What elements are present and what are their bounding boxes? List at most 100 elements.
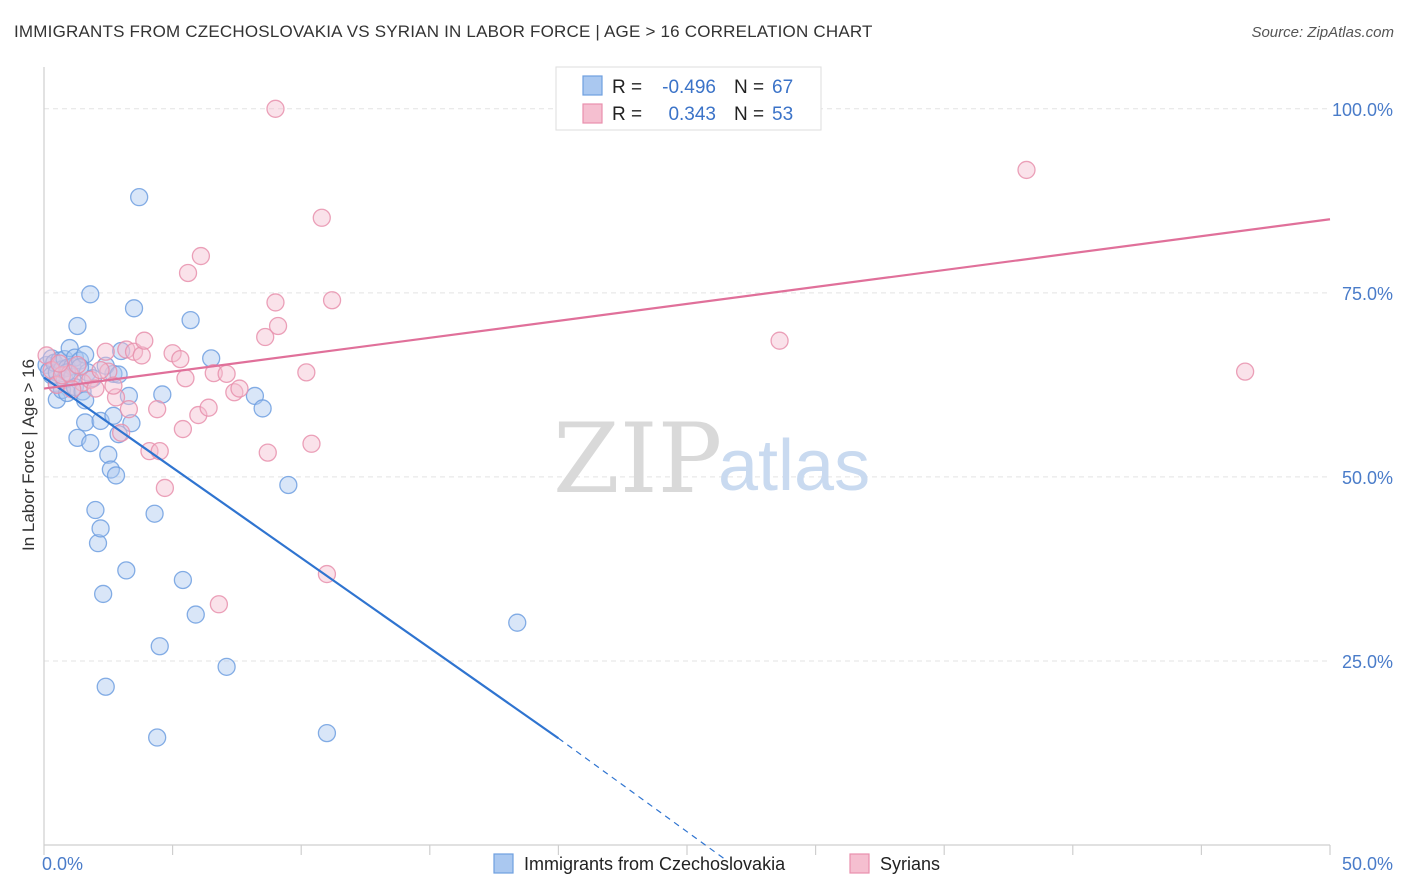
x-tick-label-min: 0.0%	[42, 854, 83, 874]
y-tick-label-1: 50.0%	[1342, 468, 1393, 488]
point-0-36	[99, 445, 118, 464]
x-tick-label-max: 50.0%	[1342, 854, 1393, 874]
watermark-atlas: atlas	[718, 426, 870, 506]
point-1-41	[302, 434, 321, 453]
point-1-48	[1235, 362, 1255, 381]
point-1-5	[68, 355, 87, 375]
stats-legend: R = -0.496 N = 67 R = 0.343 N = 53	[555, 66, 822, 131]
point-1-24	[173, 419, 193, 439]
point-0-56	[217, 657, 236, 676]
point-0-31	[88, 534, 108, 553]
point-0-50	[150, 637, 169, 656]
bottom-legend-swatch-czechoslovakia	[493, 853, 514, 874]
point-1-3	[52, 366, 72, 385]
point-0-20	[68, 316, 87, 336]
point-0-7	[47, 390, 67, 409]
point-0-40	[106, 466, 126, 485]
point-1-11	[106, 388, 126, 407]
point-1-30	[204, 363, 223, 383]
trend-line-syrians	[43, 218, 1331, 390]
point-1-16	[132, 346, 151, 365]
legend-swatch-czechoslovakia	[582, 75, 603, 96]
point-1-46	[770, 331, 789, 350]
point-1-21	[155, 478, 175, 498]
point-0-61	[508, 613, 527, 632]
point-1-14	[119, 400, 139, 419]
series-legend: Immigrants from Czechoslovakia Syrians	[493, 853, 940, 874]
data-points	[37, 98, 1255, 747]
bottom-legend-swatch-syrians	[849, 853, 870, 874]
y-tick-label-2: 75.0%	[1342, 284, 1393, 304]
legend-n-value-2: 53	[772, 104, 793, 125]
y-tick-label-3: 100.0%	[1332, 100, 1393, 120]
point-1-35	[256, 327, 275, 347]
point-0-60	[317, 723, 337, 743]
point-0-37	[101, 460, 121, 479]
point-1-9	[96, 342, 115, 361]
legend-r-label-2: R =	[612, 104, 642, 125]
point-1-20	[150, 441, 169, 461]
point-1-42	[312, 208, 331, 227]
point-1-8	[86, 379, 105, 398]
axes	[43, 67, 1331, 855]
legend-swatch-syrians	[582, 103, 603, 124]
legend-r-value-2: 0.343	[668, 104, 716, 125]
source-label: Source: ZipAtlas.com	[1251, 24, 1394, 41]
chart-title: IMMIGRANTS FROM CZECHOSLOVAKIA VS SYRIAN…	[14, 22, 873, 41]
point-0-49	[148, 728, 167, 747]
watermark-zip: ZIP	[553, 403, 722, 515]
point-0-33	[91, 519, 110, 538]
point-1-47	[1017, 160, 1036, 180]
point-1-29	[199, 398, 218, 417]
point-0-35	[96, 677, 115, 696]
point-1-40	[297, 363, 316, 382]
point-0-28	[81, 433, 100, 453]
point-1-51	[50, 354, 69, 373]
trend-line-czechoslovakia-extension	[558, 737, 726, 861]
point-1-25	[176, 369, 195, 388]
legend-n-label-1: N =	[734, 77, 764, 98]
trend-lines	[43, 218, 1331, 861]
point-0-52	[173, 570, 193, 590]
y-axis-label: In Labor Force | Age > 16	[19, 359, 38, 551]
point-1-39	[266, 99, 285, 118]
point-1-31	[209, 595, 229, 614]
point-0-53	[181, 310, 200, 330]
point-1-28	[191, 246, 211, 266]
y-tick-label-0: 25.0%	[1342, 652, 1393, 672]
point-0-65	[70, 358, 90, 377]
point-1-27	[189, 405, 208, 425]
point-0-59	[279, 475, 298, 495]
legend-n-value-1: 67	[772, 77, 793, 98]
point-1-26	[178, 263, 198, 283]
legend-r-value-1: -0.496	[662, 77, 716, 98]
point-1-32	[217, 364, 236, 383]
point-1-49	[91, 361, 110, 380]
point-0-34	[94, 584, 113, 604]
point-0-15	[60, 338, 79, 358]
point-1-23	[171, 349, 190, 369]
point-1-34	[230, 379, 249, 398]
trend-line-czechoslovakia	[43, 376, 560, 740]
point-0-43	[117, 561, 136, 580]
y-tick-labels: 25.0% 50.0% 75.0% 100.0%	[1332, 100, 1393, 672]
point-1-37	[266, 293, 285, 312]
point-1-38	[268, 316, 288, 336]
point-0-27	[76, 413, 95, 432]
point-1-44	[322, 291, 342, 310]
point-0-48	[145, 504, 164, 523]
point-0-54	[186, 605, 205, 624]
bottom-legend-label-czechoslovakia: Immigrants from Czechoslovakia	[524, 854, 786, 874]
point-1-17	[135, 331, 154, 350]
point-1-52	[104, 376, 123, 395]
legend-n-label-2: N =	[734, 104, 764, 125]
point-0-58	[253, 399, 272, 418]
point-0-46	[124, 299, 144, 318]
point-0-30	[86, 500, 105, 520]
point-0-47	[130, 188, 149, 207]
point-1-36	[258, 443, 277, 462]
bottom-legend-label-syrians: Syrians	[880, 854, 940, 874]
point-0-29	[81, 285, 100, 304]
point-0-38	[104, 406, 123, 425]
